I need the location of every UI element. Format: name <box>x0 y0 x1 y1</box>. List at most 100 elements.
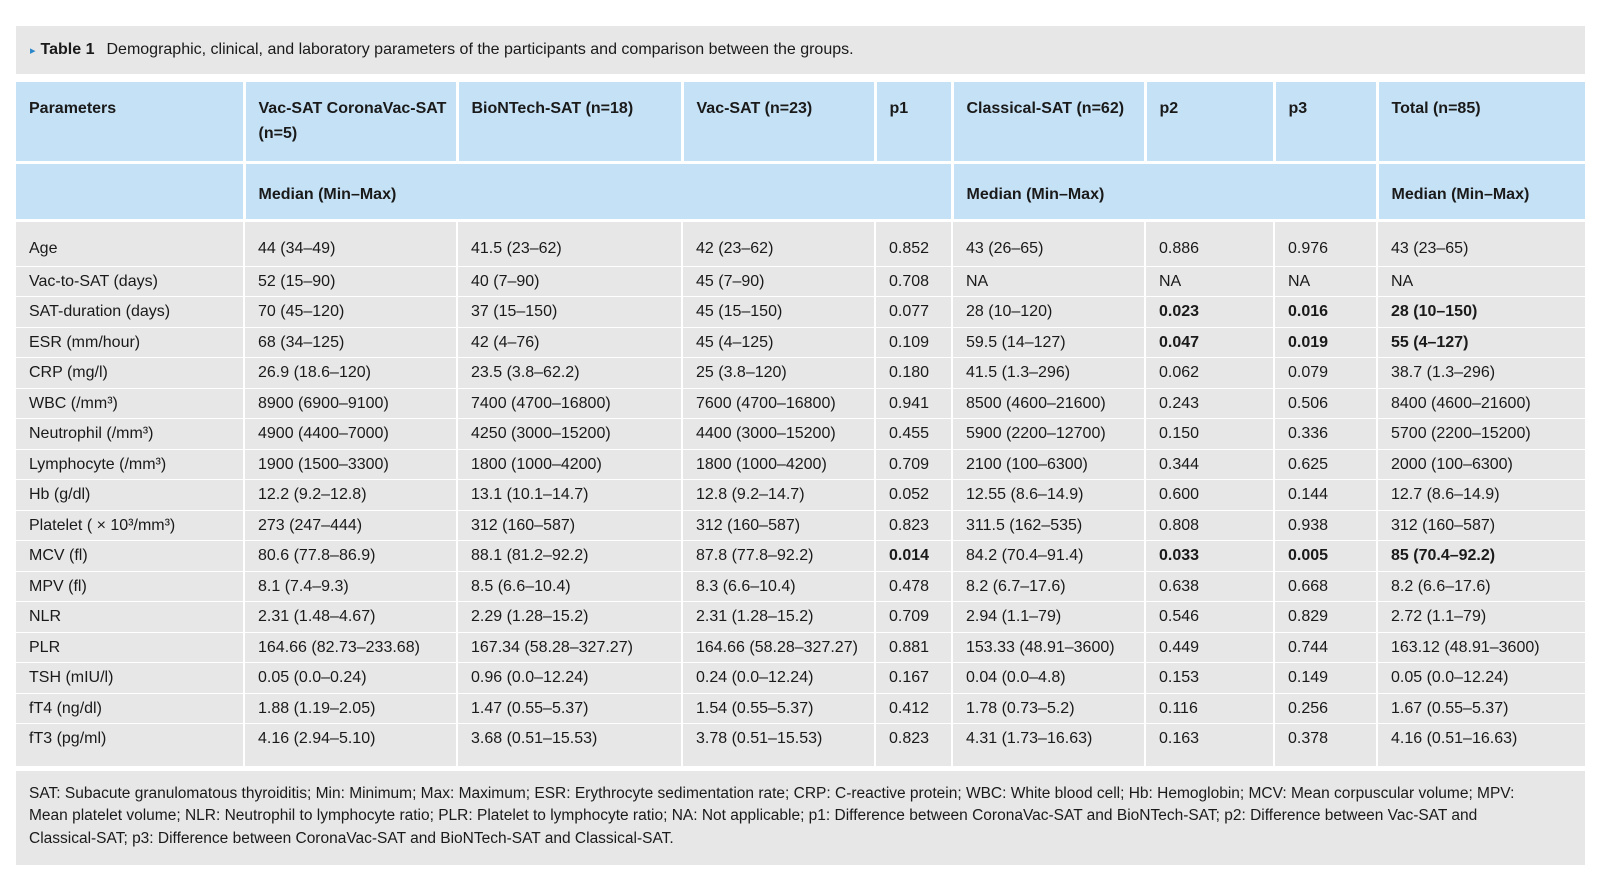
table-cell: NA <box>1145 266 1275 297</box>
table-cell: 4400 (3000–15200) <box>682 418 876 450</box>
header-row: Parameters Vac-SAT CoronaVac-SAT (n=5) B… <box>16 82 1585 164</box>
table-cell: 0.144 <box>1274 479 1378 511</box>
row-label: Platelet ( × 10³/mm³) <box>16 510 245 541</box>
table-caption: ▸ Table 1 Demographic, clinical, and lab… <box>16 26 1585 74</box>
table-cell: 7400 (4700–16800) <box>457 388 683 419</box>
table-cell: 13.1 (10.1–14.7) <box>457 479 683 511</box>
table-row: PLR 164.66 (82.73–233.68) 167.34 (58.28–32… <box>16 632 1585 663</box>
table-cell: 43 (23–65) <box>1377 220 1585 267</box>
subheader-classical-median: Median (Min–Max) <box>952 162 1379 222</box>
table-cell: 42 (23–62) <box>682 220 876 267</box>
table-cell: 0.116 <box>1145 693 1275 724</box>
row-label: Hb (g/dl) <box>16 479 245 511</box>
table-cell: 0.600 <box>1145 479 1275 511</box>
row-label: PLR <box>16 632 245 663</box>
table-cell: 0.047 <box>1145 327 1275 358</box>
table-cell: 1900 (1500–3300) <box>244 449 458 480</box>
table-cell: 2.29 (1.28–15.2) <box>457 601 683 633</box>
table-row: fT3 (pg/ml) 4.16 (2.94–5.10) 3.68 (0.51–15… <box>16 723 1585 767</box>
table-cell: 167.34 (58.28–327.27) <box>457 632 683 663</box>
table-cell: 4.31 (1.73–16.63) <box>952 723 1146 767</box>
table-cell: 0.976 <box>1274 220 1378 267</box>
table-cell: 2.31 (1.48–4.67) <box>244 601 458 633</box>
table-cell: 0.709 <box>875 601 953 633</box>
table-cell: 8.2 (6.6–17.6) <box>1377 571 1585 602</box>
table-cell: 0.149 <box>1274 662 1378 694</box>
table-row: Platelet ( × 10³/mm³) 273 (247–444) 312 (1… <box>16 510 1585 541</box>
table-cell: 12.7 (8.6–14.9) <box>1377 479 1585 511</box>
table-cell: 0.455 <box>875 418 953 450</box>
table-cell: 0.96 (0.0–12.24) <box>457 662 683 694</box>
table-row: TSH (mIU/l) 0.05 (0.0–0.24) 0.96 (0.0–12.2… <box>16 662 1585 694</box>
table-cell: 0.668 <box>1274 571 1378 602</box>
table-row: Hb (g/dl) 12.2 (9.2–12.8) 13.1 (10.1–14.7)… <box>16 479 1585 511</box>
table-cell: 0.625 <box>1274 449 1378 480</box>
table-row: Age 44 (34–49) 41.5 (23–62) 42 (23–62) 0.852… <box>16 220 1585 267</box>
col-header-vac-sat: Vac-SAT (n=23) <box>682 82 877 164</box>
table-cell: 88.1 (81.2–92.2) <box>457 540 683 572</box>
table-cell: 0.24 (0.0–12.24) <box>682 662 876 694</box>
row-label: CRP (mg/l) <box>16 357 245 389</box>
table-cell: 0.829 <box>1274 601 1378 633</box>
row-label: fT4 (ng/dl) <box>16 693 245 724</box>
table-cell: 42 (4–76) <box>457 327 683 358</box>
table-cell: 84.2 (70.4–91.4) <box>952 540 1146 572</box>
table-cell: 1.54 (0.55–5.37) <box>682 693 876 724</box>
row-label: fT3 (pg/ml) <box>16 723 245 767</box>
table-cell: 0.153 <box>1145 662 1275 694</box>
table-row: MCV (fl) 80.6 (77.8–86.9) 88.1 (81.2–92.2)… <box>16 540 1585 572</box>
table-cell: 163.12 (48.91–3600) <box>1377 632 1585 663</box>
table-cell: 8500 (4600–21600) <box>952 388 1146 419</box>
table-cell: 0.938 <box>1274 510 1378 541</box>
table-cell: 1.47 (0.55–5.37) <box>457 693 683 724</box>
table-cell: 26.9 (18.6–120) <box>244 357 458 389</box>
table-cell: 0.546 <box>1145 601 1275 633</box>
table-cell: 0.033 <box>1145 540 1275 572</box>
table-cell: 80.6 (77.8–86.9) <box>244 540 458 572</box>
table-cell: 23.5 (3.8–62.2) <box>457 357 683 389</box>
row-label: WBC (/mm³) <box>16 388 245 419</box>
table-number: Table 1 <box>40 41 95 58</box>
table-cell: NA <box>1274 266 1378 297</box>
row-label: Lymphocyte (/mm³) <box>16 449 245 480</box>
table-cell: 0.256 <box>1274 693 1378 724</box>
table-cell: 0.109 <box>875 327 953 358</box>
table-cell: 43 (26–65) <box>952 220 1146 267</box>
table-row: MPV (fl) 8.1 (7.4–9.3) 8.5 (6.6–10.4) 8.3 (… <box>16 571 1585 602</box>
table-cell: 0.744 <box>1274 632 1378 663</box>
table-cell: 38.7 (1.3–296) <box>1377 357 1585 389</box>
table-cell: 273 (247–444) <box>244 510 458 541</box>
table-cell: 0.163 <box>1145 723 1275 767</box>
table-cell: 5700 (2200–15200) <box>1377 418 1585 450</box>
table-row: fT4 (ng/dl) 1.88 (1.19–2.05) 1.47 (0.55–5.… <box>16 693 1585 724</box>
row-label: Neutrophil (/mm³) <box>16 418 245 450</box>
table-cell: 3.78 (0.51–15.53) <box>682 723 876 767</box>
table-cell: 0.062 <box>1145 357 1275 389</box>
table-cell: 12.55 (8.6–14.9) <box>952 479 1146 511</box>
table-cell: 311.5 (162–535) <box>952 510 1146 541</box>
row-label: MPV (fl) <box>16 571 245 602</box>
table-cell: 0.077 <box>875 296 953 328</box>
table-cell: 44 (34–49) <box>244 220 458 267</box>
table-cell: 40 (7–90) <box>457 266 683 297</box>
table-cell: 87.8 (77.8–92.2) <box>682 540 876 572</box>
table-cell: 28 (10–120) <box>952 296 1146 328</box>
caption-marker-icon: ▸ <box>30 44 36 57</box>
table-cell: 312 (160–587) <box>1377 510 1585 541</box>
table-cell: NA <box>1377 266 1585 297</box>
table-cell: 45 (15–150) <box>682 296 876 328</box>
row-label: ESR (mm/hour) <box>16 327 245 358</box>
row-label: Vac-to-SAT (days) <box>16 266 245 297</box>
table-cell: 45 (7–90) <box>682 266 876 297</box>
row-label: Age <box>16 220 245 267</box>
table-cell: 52 (15–90) <box>244 266 458 297</box>
table-cell: 0.079 <box>1274 357 1378 389</box>
table-row: ESR (mm/hour) 68 (34–125) 42 (4–76) 45 (4–1… <box>16 327 1585 358</box>
table-cell: 0.709 <box>875 449 953 480</box>
table-cell: 0.167 <box>875 662 953 694</box>
table-cell: 41.5 (1.3–296) <box>952 357 1146 389</box>
table-cell: 0.886 <box>1145 220 1275 267</box>
table-cell: 0.852 <box>875 220 953 267</box>
table-cell: 8.2 (6.7–17.6) <box>952 571 1146 602</box>
table-cell: 0.336 <box>1274 418 1378 450</box>
